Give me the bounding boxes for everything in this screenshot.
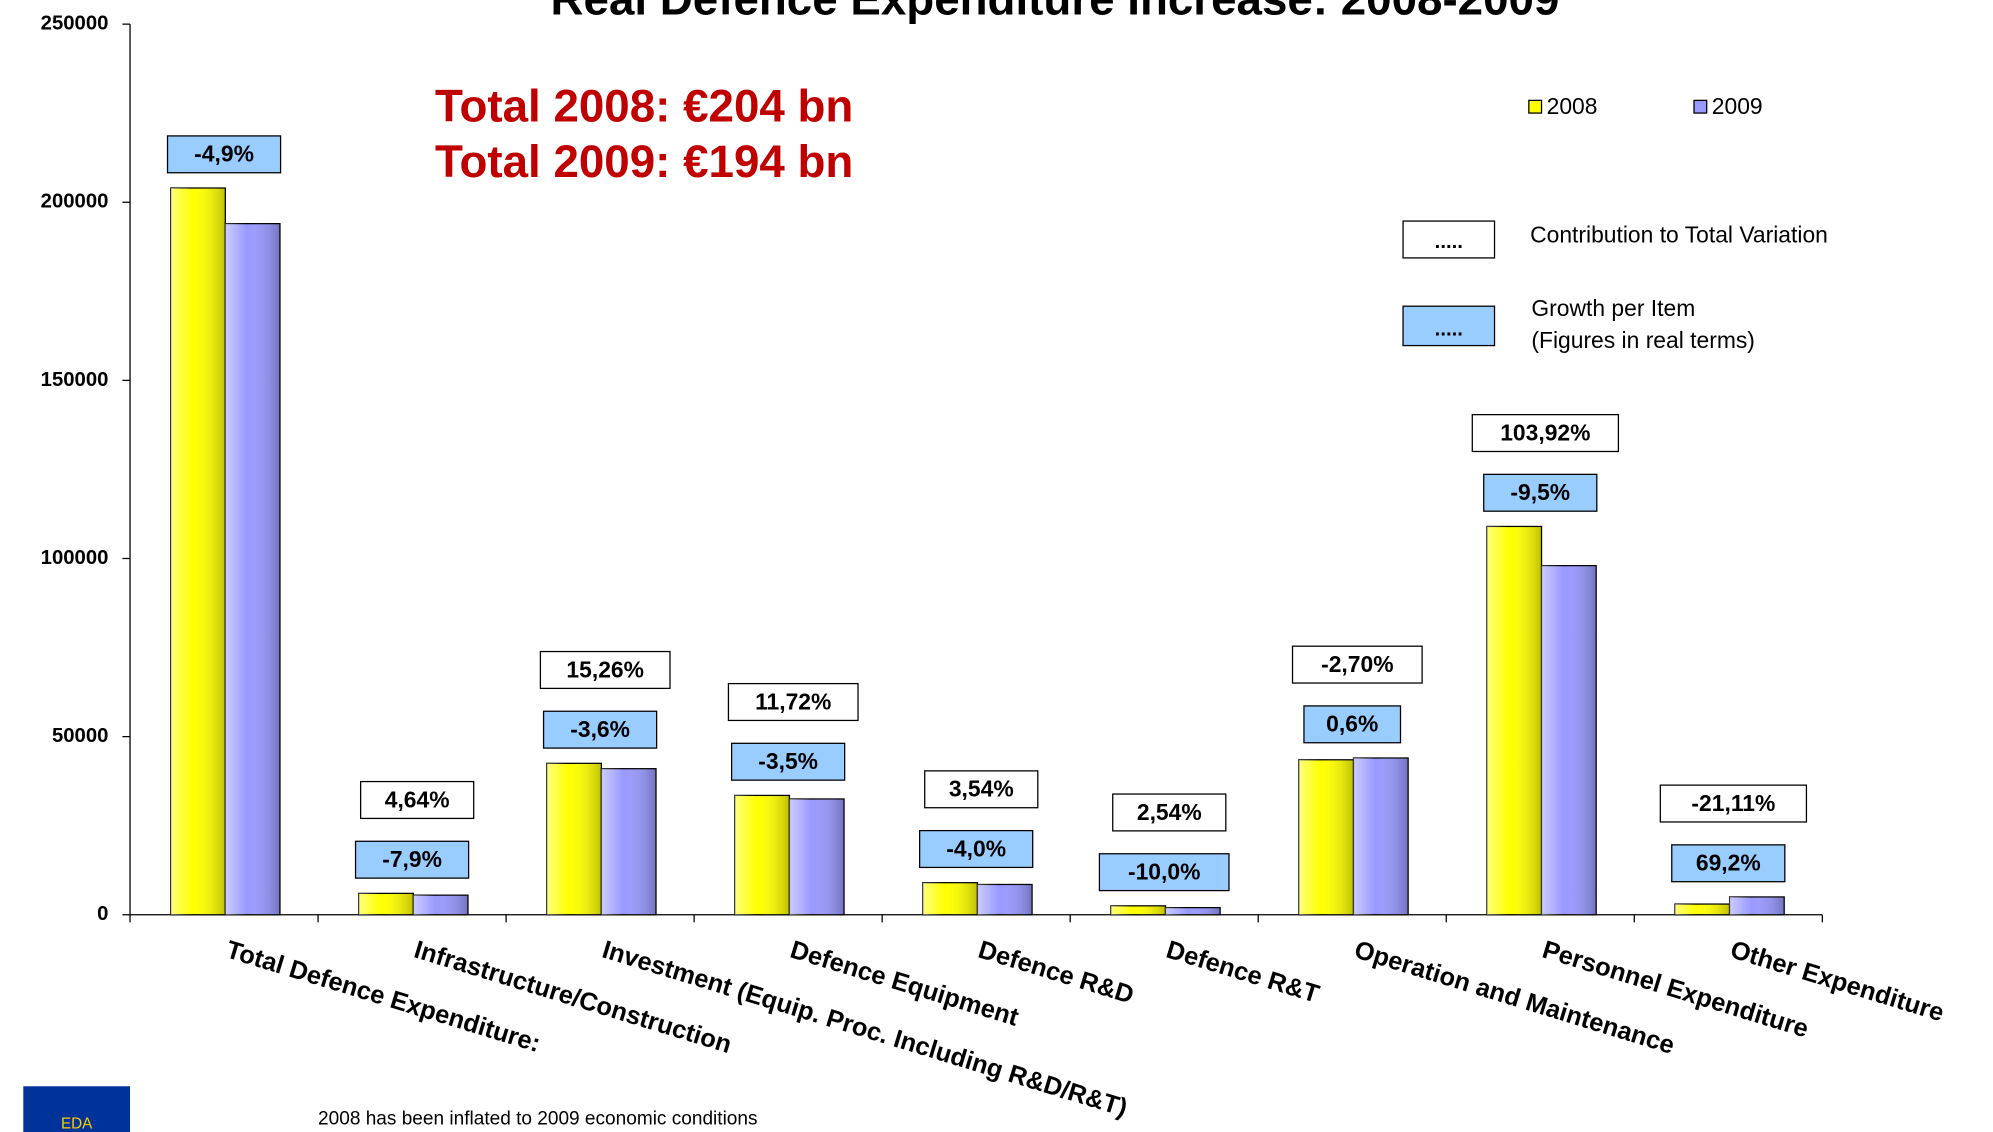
growth-box xyxy=(919,829,1034,869)
bar xyxy=(788,798,845,916)
y-tick-label: 0 xyxy=(97,903,108,925)
bar xyxy=(1298,759,1355,916)
bar xyxy=(976,883,1033,916)
y-tick-label: 150000 xyxy=(41,369,109,391)
bar xyxy=(224,223,281,916)
x-tick-label: Operation and Maintenance xyxy=(1351,936,1678,1060)
contribution-box xyxy=(539,650,671,690)
y-tick-label: 250000 xyxy=(41,13,109,35)
contribution-box xyxy=(359,780,475,820)
bar xyxy=(1110,905,1167,916)
legend-box-growth xyxy=(1402,305,1496,347)
x-tick-label: Total Defence Expenditure: xyxy=(223,936,544,1058)
bar xyxy=(1486,525,1543,916)
y-tick-label: 200000 xyxy=(41,191,109,213)
contribution-box xyxy=(1471,414,1620,453)
bar xyxy=(170,187,226,916)
contribution-label: 103,92% xyxy=(1500,419,1590,445)
growth-label: -4,9% xyxy=(194,141,254,167)
legend-label: 2009 xyxy=(1712,93,1763,119)
bar xyxy=(1164,906,1221,916)
growth-box xyxy=(354,840,470,879)
growth-label: -7,9% xyxy=(382,846,442,872)
bar xyxy=(546,762,603,916)
legend-label: 2008 xyxy=(1547,93,1598,119)
y-tick-label: 100000 xyxy=(41,547,109,569)
legend-label: Contribution to Total Variation xyxy=(1530,221,1828,247)
bar xyxy=(1540,564,1597,916)
contribution-box xyxy=(727,682,859,722)
growth-box xyxy=(166,135,282,174)
logo xyxy=(23,1086,131,1132)
growth-box xyxy=(542,710,658,749)
growth-label: 69,2% xyxy=(1696,850,1761,876)
legend-box-contribution xyxy=(1402,220,1496,259)
contribution-label: -2,70% xyxy=(1321,651,1393,677)
bar xyxy=(734,794,791,916)
contribution-box xyxy=(924,770,1039,809)
bar xyxy=(1728,896,1785,916)
bar xyxy=(358,892,414,916)
legend-label: (Figures in real terms) xyxy=(1531,327,1755,353)
growth-label: -10,0% xyxy=(1128,858,1200,884)
contribution-label: 11,72% xyxy=(755,688,831,714)
contribution-label: -21,11% xyxy=(1691,790,1775,816)
x-tick-label: Defence R&T xyxy=(1163,936,1323,1009)
growth-box xyxy=(1303,705,1402,744)
contribution-label: 2,54% xyxy=(1137,799,1202,825)
logo-text: EDA xyxy=(61,1115,93,1132)
legend-swatch xyxy=(1693,99,1708,114)
growth-label: -4,0% xyxy=(946,835,1006,861)
legend-symbol: ..... xyxy=(1435,319,1463,341)
contribution-label: 3,54% xyxy=(949,776,1014,802)
bar xyxy=(922,882,979,916)
bar xyxy=(412,894,469,916)
x-tick-label: Infrastructure/Construction xyxy=(411,936,735,1059)
growth-box xyxy=(1098,853,1230,892)
bar xyxy=(1674,903,1731,916)
contribution-box xyxy=(1659,784,1808,823)
growth-box xyxy=(1671,844,1786,883)
growth-label: -3,6% xyxy=(570,716,630,742)
total-2009: Total 2009: €194 bn xyxy=(435,136,853,187)
footnote: 2008 has been inflated to 2009 economic … xyxy=(318,1108,757,1129)
contribution-box xyxy=(1291,645,1423,684)
bar xyxy=(1352,757,1409,916)
legend-label: Growth per Item xyxy=(1531,295,1695,321)
legend-swatch xyxy=(1528,99,1543,114)
contribution-box xyxy=(1112,793,1227,832)
legend-symbol: ..... xyxy=(1435,231,1463,253)
growth-label: -9,5% xyxy=(1510,479,1570,505)
y-tick-label: 50000 xyxy=(52,725,108,747)
growth-box xyxy=(730,742,846,781)
total-2008: Total 2008: €204 bn xyxy=(435,80,853,131)
growth-label: -3,5% xyxy=(758,748,818,774)
growth-box xyxy=(1483,473,1598,512)
contribution-label: 15,26% xyxy=(566,656,644,682)
chart-title: Real Defence Expenditure Increase: 2008-… xyxy=(551,0,1560,25)
bar xyxy=(600,768,657,916)
growth-label: 0,6% xyxy=(1326,711,1378,737)
contribution-label: 4,64% xyxy=(385,786,450,812)
